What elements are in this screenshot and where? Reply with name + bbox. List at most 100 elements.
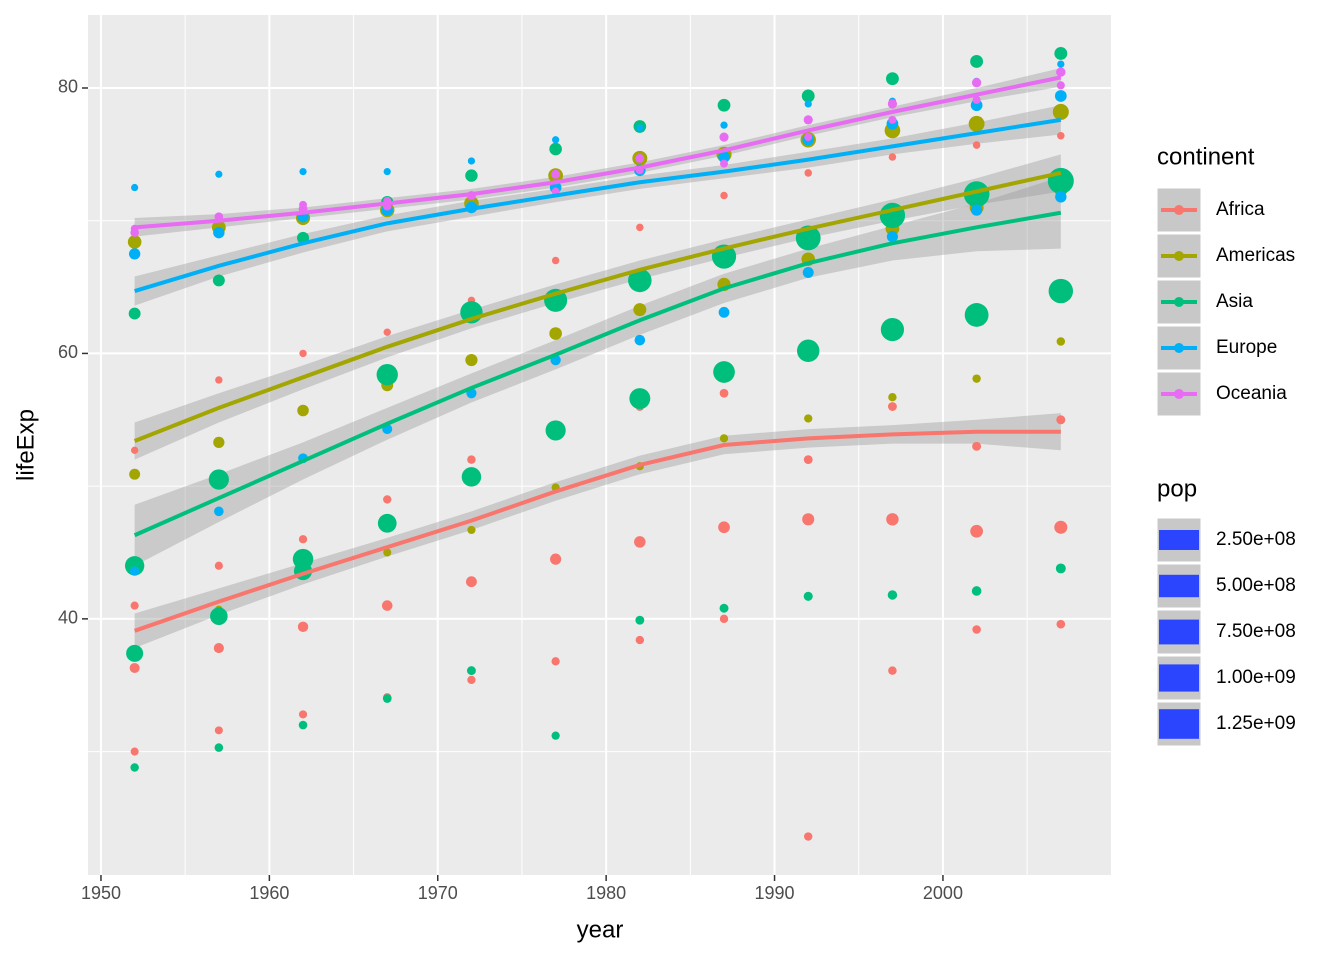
panel-background (88, 15, 1111, 875)
size-legend-label: 7.50e+08 (1216, 621, 1296, 642)
data-point (467, 455, 476, 464)
data-point (214, 726, 223, 735)
y-tick-label: 60 (58, 342, 78, 362)
data-point (803, 115, 813, 125)
data-point (803, 455, 813, 465)
legend-label: Asia (1216, 291, 1253, 312)
data-point (551, 657, 560, 666)
data-point (970, 204, 983, 216)
data-point (298, 720, 308, 730)
data-point (802, 513, 815, 526)
data-point (634, 334, 646, 346)
data-point (130, 446, 139, 454)
x-tick-label: 1970 (418, 883, 458, 903)
data-point (635, 615, 645, 625)
data-point (214, 506, 224, 517)
smooth-line (134, 75, 1062, 230)
data-point (964, 303, 989, 327)
data-point (888, 393, 897, 402)
size-legend-fill (1159, 619, 1199, 645)
color-legend-title: continent (1157, 143, 1255, 170)
data-point (213, 436, 225, 448)
data-point (215, 170, 223, 178)
y-axis-title: lifeExp (12, 409, 39, 481)
x-tick-label: 1990 (755, 883, 795, 903)
data-point (802, 266, 814, 278)
data-point (718, 151, 730, 163)
data-point (1054, 520, 1068, 534)
data-point (970, 55, 984, 68)
data-point (803, 591, 813, 601)
legend: continent pop Africa Americas Asia Europe Oc… (1156, 143, 1296, 747)
data-point (128, 307, 141, 320)
data-point (1055, 191, 1067, 203)
data-point (719, 132, 729, 142)
x-axis-title: year (577, 916, 624, 943)
data-point (465, 169, 478, 182)
data-point (127, 235, 142, 249)
x-tick-label: 2000 (923, 883, 963, 903)
data-point (124, 556, 145, 576)
data-point (298, 535, 308, 544)
x-tick-label: 1960 (249, 883, 289, 903)
data-point (210, 607, 228, 625)
data-point (214, 743, 224, 752)
legend-dot (1174, 205, 1184, 215)
data-point (972, 95, 981, 104)
data-point (383, 495, 392, 504)
data-point (888, 153, 897, 161)
data-point (804, 100, 812, 108)
data-point (297, 404, 309, 417)
data-point (635, 153, 645, 163)
size-legend-label: 5.00e+08 (1216, 575, 1296, 596)
data-point (1057, 60, 1065, 68)
data-point (635, 635, 645, 645)
data-point (208, 469, 229, 490)
data-point (126, 644, 144, 662)
data-point (212, 274, 225, 287)
data-point (551, 731, 560, 740)
data-point (887, 99, 898, 109)
data-point (636, 124, 644, 132)
data-point (1057, 132, 1065, 140)
smooth-line (133, 429, 1061, 633)
data-point (1048, 278, 1074, 304)
grid (88, 15, 1111, 875)
data-point (628, 268, 652, 293)
data-point (972, 441, 982, 451)
data-point (131, 183, 139, 192)
size-legend-fill (1159, 664, 1199, 692)
data-point (719, 614, 729, 624)
data-point (629, 388, 651, 410)
data-point (215, 376, 223, 384)
legend-label: Europe (1216, 337, 1277, 358)
data-point (971, 78, 982, 88)
data-point (804, 832, 813, 841)
data-point (383, 328, 391, 336)
data-point (1056, 81, 1065, 90)
data-point (383, 548, 392, 557)
data-point (465, 353, 478, 367)
data-point (129, 468, 141, 480)
data-point (1054, 90, 1067, 102)
size-legend-fill (1159, 574, 1199, 598)
size-legend-title: pop (1157, 475, 1197, 502)
data-point (377, 513, 397, 533)
data-point (963, 181, 990, 208)
data-point (381, 600, 393, 611)
data-point (718, 521, 730, 534)
data-point (1054, 47, 1068, 60)
data-point (551, 169, 561, 179)
size-legend-fill (1159, 530, 1199, 550)
data-point (801, 89, 815, 103)
data-point (299, 167, 307, 176)
data-point (130, 601, 139, 610)
data-point (804, 169, 812, 177)
data-point (1056, 337, 1066, 346)
data-point (297, 621, 309, 633)
data-point (130, 763, 139, 772)
data-point (636, 223, 644, 232)
data-point (214, 561, 223, 570)
data-point (299, 200, 307, 209)
data-point (720, 159, 729, 168)
